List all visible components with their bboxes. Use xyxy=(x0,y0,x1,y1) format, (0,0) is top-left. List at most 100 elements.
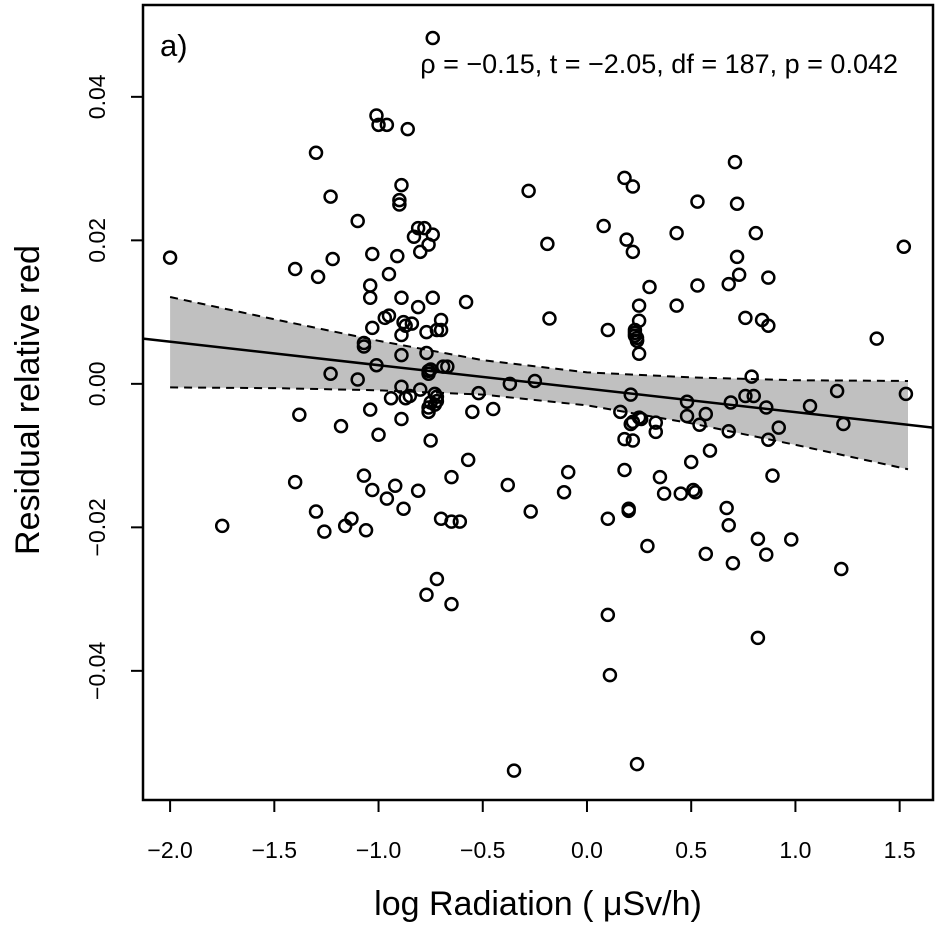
point xyxy=(738,388,753,404)
point xyxy=(440,359,455,374)
point xyxy=(444,469,459,485)
point xyxy=(287,474,303,490)
point xyxy=(358,522,374,538)
x-tick-label: 1.5 xyxy=(884,837,916,863)
point xyxy=(725,555,741,571)
point xyxy=(688,484,703,500)
point xyxy=(746,388,761,404)
annotation: ρ = −0.15, t = −2.05, df = 187, p = 0.04… xyxy=(420,49,898,79)
point xyxy=(836,416,851,432)
point xyxy=(617,431,632,447)
point xyxy=(829,383,845,399)
point xyxy=(412,244,428,260)
point xyxy=(214,518,230,534)
point xyxy=(287,261,303,277)
point xyxy=(365,246,380,262)
point xyxy=(738,310,753,326)
point xyxy=(402,388,418,404)
point xyxy=(394,290,409,305)
point xyxy=(629,756,645,772)
point xyxy=(784,532,799,547)
y-tick-label: 0.00 xyxy=(84,361,110,406)
band-upper xyxy=(169,296,908,382)
point xyxy=(898,386,914,402)
point xyxy=(410,483,426,499)
point xyxy=(379,491,395,506)
point xyxy=(433,312,449,328)
point xyxy=(317,524,332,539)
point xyxy=(444,514,459,529)
point xyxy=(729,196,745,211)
point xyxy=(617,462,632,478)
point xyxy=(392,197,407,212)
point xyxy=(369,108,384,123)
point xyxy=(679,394,695,410)
point xyxy=(379,117,395,133)
point xyxy=(394,177,409,193)
point xyxy=(412,382,428,397)
point xyxy=(527,373,543,389)
regression-line xyxy=(142,337,934,429)
point xyxy=(542,311,557,326)
point xyxy=(869,331,884,346)
plot-frame xyxy=(141,3,935,802)
point xyxy=(398,318,413,333)
point xyxy=(485,401,501,417)
y-tick-label: 0.02 xyxy=(84,218,110,263)
point xyxy=(640,538,655,554)
point xyxy=(429,393,445,409)
point xyxy=(750,630,766,646)
point xyxy=(758,547,774,562)
point xyxy=(308,504,324,519)
point xyxy=(719,500,734,516)
point xyxy=(410,220,426,236)
point xyxy=(613,404,628,420)
point xyxy=(390,248,405,264)
point xyxy=(625,179,641,194)
point xyxy=(410,299,426,315)
point xyxy=(683,454,699,470)
point xyxy=(761,318,776,333)
point xyxy=(444,596,459,612)
point xyxy=(648,415,664,430)
band-lower xyxy=(170,386,909,471)
point xyxy=(365,482,380,498)
point xyxy=(648,424,664,440)
point xyxy=(761,270,776,285)
x-tick-label: 0.5 xyxy=(675,837,707,863)
x-tick-label: 1.0 xyxy=(779,837,811,863)
point xyxy=(669,225,684,241)
point xyxy=(631,313,647,328)
point xyxy=(323,366,338,382)
point xyxy=(452,514,468,529)
point xyxy=(690,194,705,209)
point xyxy=(429,389,445,405)
point xyxy=(600,511,616,526)
point xyxy=(656,486,672,501)
point xyxy=(758,400,774,415)
point xyxy=(625,244,641,260)
point xyxy=(600,322,616,338)
point xyxy=(669,298,684,313)
point xyxy=(292,407,307,422)
point xyxy=(381,308,397,323)
point xyxy=(698,546,714,562)
point xyxy=(652,469,668,485)
x-tick-label: −1.5 xyxy=(252,837,297,863)
point xyxy=(834,561,849,577)
point xyxy=(686,482,701,498)
point xyxy=(419,587,434,603)
point xyxy=(727,154,743,170)
point xyxy=(761,432,776,448)
point xyxy=(521,183,536,199)
point xyxy=(723,395,739,410)
point xyxy=(394,347,409,363)
point xyxy=(369,357,384,373)
point xyxy=(458,294,474,310)
point xyxy=(471,385,486,401)
point xyxy=(465,404,480,420)
point xyxy=(396,501,411,516)
point xyxy=(698,406,714,422)
point xyxy=(623,387,639,402)
